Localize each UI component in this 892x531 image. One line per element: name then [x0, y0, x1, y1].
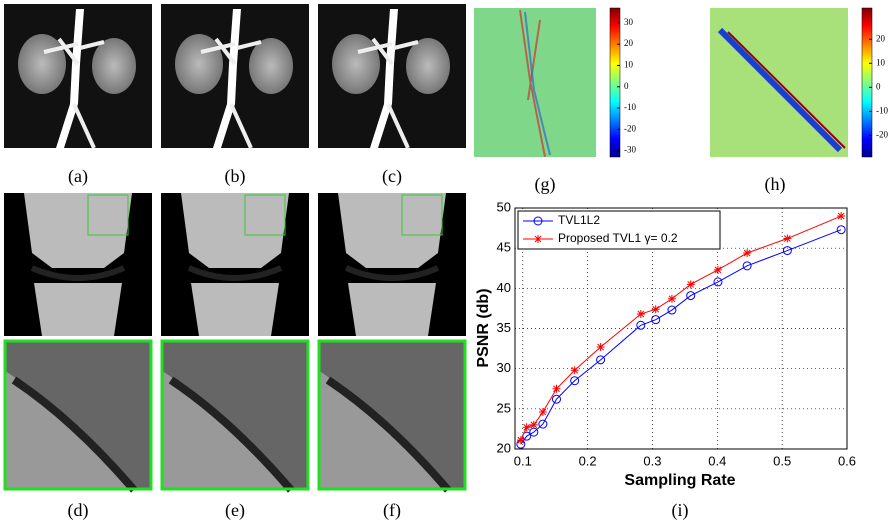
x-tick-label: 0.2	[579, 453, 597, 468]
caption: (a)	[68, 166, 88, 187]
x-tick-label: 0.5	[773, 453, 791, 468]
colorbar-tick-label: 10	[876, 57, 886, 67]
colorbar-tick-label: 20	[876, 33, 886, 43]
x-tick-label: 0.6	[838, 453, 856, 468]
y-tick-label: 50	[497, 199, 511, 214]
marker	[651, 305, 660, 314]
y-axis-label: PSNR (db)	[475, 288, 492, 367]
caption: (d)	[68, 500, 89, 521]
x-tick-label: 0.1	[514, 453, 532, 468]
caption: (b)	[225, 166, 246, 187]
marker	[596, 342, 605, 351]
x-tick-label: 0.3	[643, 453, 661, 468]
marker	[538, 419, 548, 429]
captions: (a) (b) (c) (d) (e) (f) (g) (h) (i)	[68, 166, 786, 521]
marker	[782, 246, 792, 256]
marker	[836, 225, 846, 235]
marker	[596, 355, 606, 365]
colorbar-tick-label: -20	[624, 123, 636, 133]
marker	[552, 384, 561, 393]
caption: (g)	[535, 174, 556, 195]
caption: (f)	[383, 500, 401, 521]
colorbar-tick-label: 0	[876, 81, 881, 91]
legend-label: Proposed TVL1 γ= 0.2	[558, 231, 678, 245]
marker	[534, 235, 542, 243]
colorbar-tick-label: -20	[876, 129, 888, 139]
marker	[570, 366, 579, 375]
marker	[522, 423, 531, 432]
caption: (e)	[225, 500, 245, 521]
marker	[533, 216, 543, 226]
marker	[636, 310, 645, 319]
marker	[529, 420, 538, 429]
caption: (i)	[672, 500, 689, 521]
marker	[570, 376, 580, 386]
legend	[517, 210, 721, 250]
marker	[636, 320, 646, 330]
marker	[538, 408, 547, 417]
marker	[713, 277, 723, 287]
colorbar-tick-label: -10	[624, 102, 636, 112]
y-tick-label: 40	[497, 280, 511, 295]
colorbar-tick-label: -30	[624, 145, 636, 155]
marker	[783, 234, 792, 243]
marker	[552, 394, 561, 404]
caption: (c)	[382, 166, 402, 187]
marker	[713, 265, 722, 274]
x-axis-label: Sampling Rate	[624, 472, 735, 489]
y-tick-label: 20	[497, 440, 511, 455]
colorbar-tick-label: -10	[876, 105, 888, 115]
marker	[651, 315, 661, 325]
colorbar	[609, 7, 621, 158]
colorbar-tick-label: 10	[624, 60, 634, 70]
colorbar	[861, 7, 873, 158]
colorbar-tick-label: 20	[624, 38, 634, 48]
colorbar-tick-label: 0	[624, 81, 629, 91]
caption: (h)	[765, 174, 786, 195]
images	[4, 2, 848, 490]
marker	[686, 291, 696, 301]
y-tick-label: 30	[497, 360, 511, 375]
marker	[667, 294, 676, 303]
x-tick-label: 0.4	[708, 453, 726, 468]
marker	[516, 436, 525, 445]
marker	[686, 280, 695, 289]
y-tick-label: 45	[497, 240, 511, 255]
marker	[837, 212, 846, 221]
marker	[743, 248, 752, 257]
y-tick-label: 25	[497, 400, 511, 415]
colorbar-tick-label: 30	[624, 17, 634, 27]
marker	[742, 261, 752, 271]
y-tick-label: 35	[497, 320, 511, 335]
legend-label: TVL1L2	[558, 213, 600, 227]
marker	[667, 305, 677, 315]
